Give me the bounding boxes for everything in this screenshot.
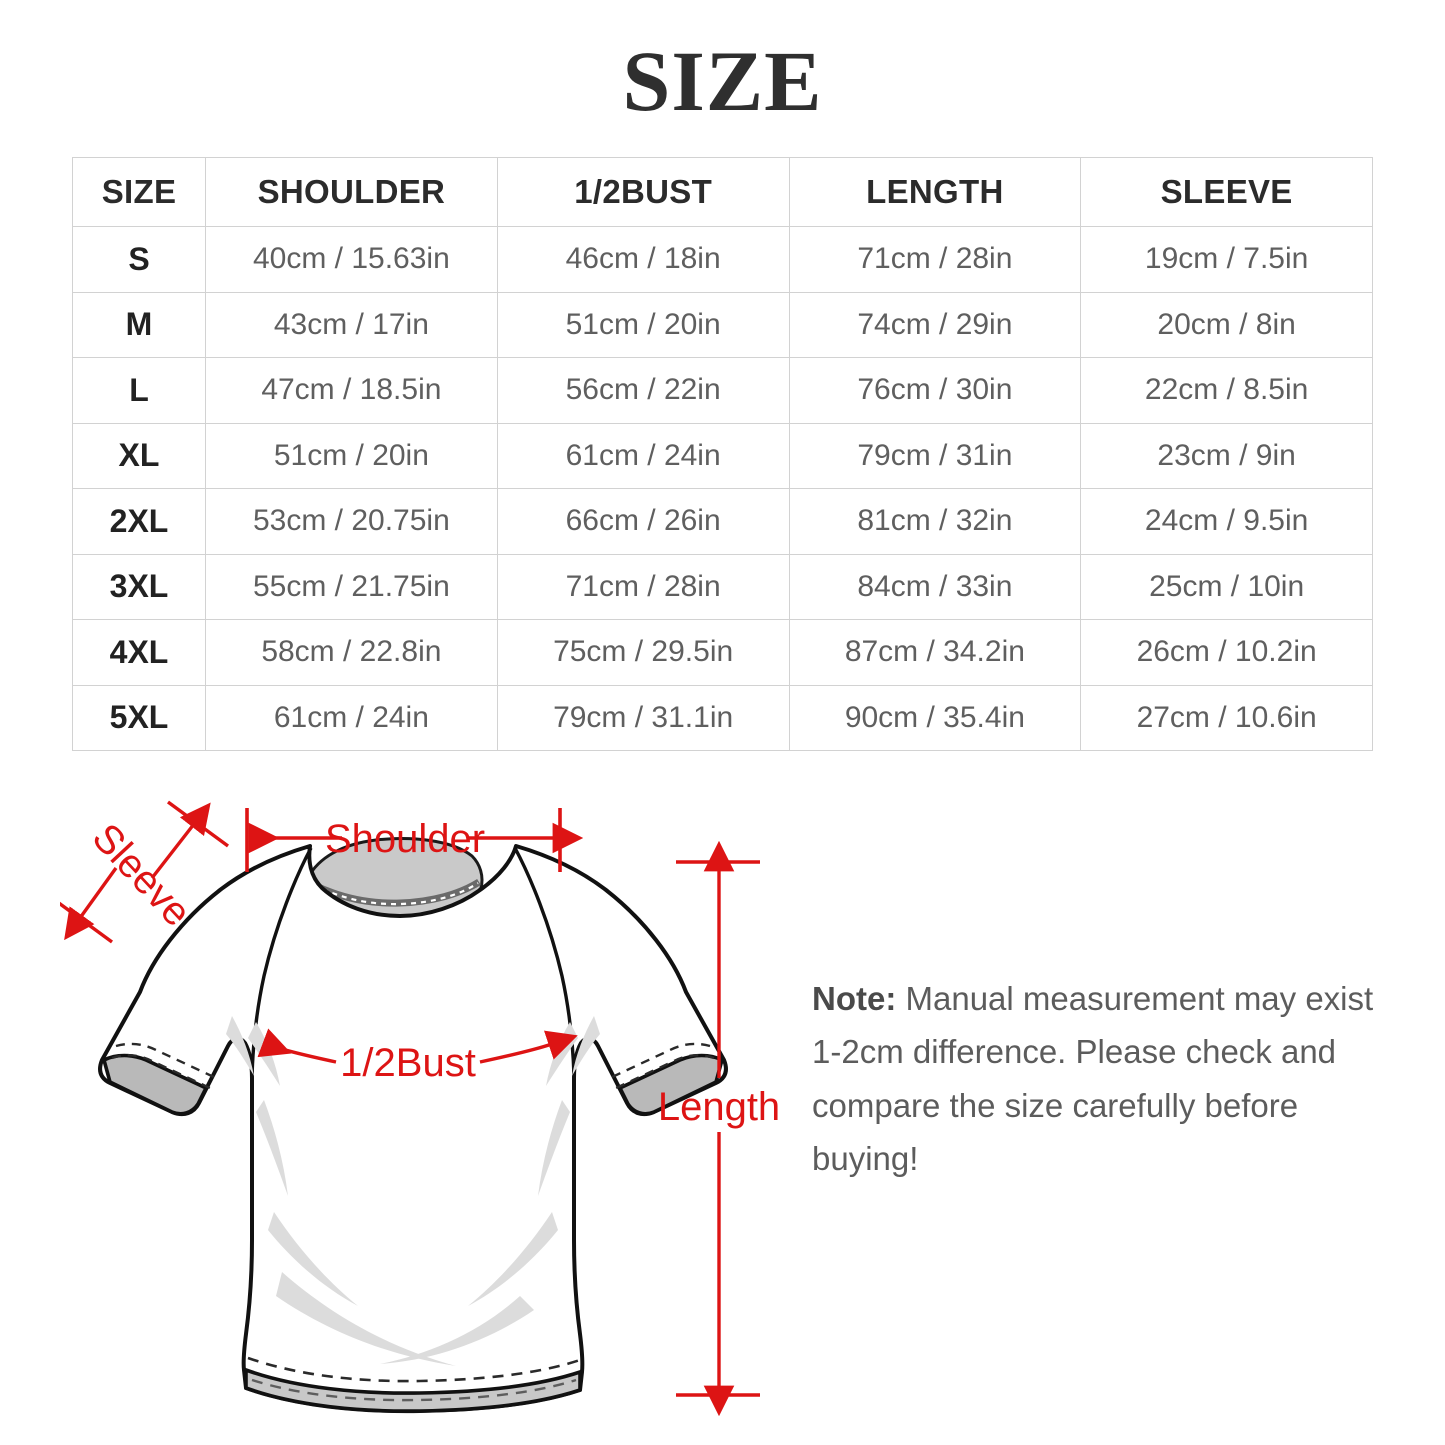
fabric-shading-group [226,1016,600,1366]
sleeve-arrow-up [150,802,211,880]
cell-length: 76cm / 30in [788,357,1082,424]
cell-length: 71cm / 28in [788,226,1082,293]
cell-bust: 79cm / 31.1in [496,684,790,751]
table-row: L 47cm / 18.5in 56cm / 22in 76cm / 30in … [72,357,1373,424]
column-header-size: SIZE [72,157,206,227]
cell-sleeve: 25cm / 10in [1080,553,1373,620]
note-block: Note: Manual measurement may exist 1-2cm… [812,972,1382,1186]
cell-sleeve: 22cm / 8.5in [1080,357,1373,424]
size-chart-table-container: SIZE SHOULDER 1/2BUST LENGTH SLEEVE S 40… [72,157,1373,751]
cell-size: 3XL [72,553,206,620]
cell-length: 84cm / 33in [788,553,1082,620]
cell-bust: 61cm / 24in [496,422,790,489]
right-cuff-stitch-outer [609,1042,711,1080]
cell-sleeve: 23cm / 9in [1080,422,1373,489]
table-header-row: SIZE SHOULDER 1/2BUST LENGTH SLEEVE [72,157,1373,227]
cell-size: 5XL [72,684,206,751]
cell-size: M [72,291,206,358]
sleeve-tick-lower [60,901,114,944]
bust-label: 1/2Bust [340,1041,476,1085]
table-row: 3XL 55cm / 21.75in 71cm / 28in 84cm / 33… [72,553,1373,620]
left-cuff-stitch-outer [115,1042,217,1080]
shoulder-label: Shoulder [325,817,485,861]
cell-size: L [72,357,206,424]
right-cuff-stitch-inner [615,1053,715,1090]
hem-inner-band [244,1367,582,1413]
column-header-shoulder: SHOULDER [205,157,498,227]
cell-shoulder: 53cm / 20.75in [205,488,498,555]
cell-size: 4XL [72,619,206,686]
hem-stitch-upper [247,1356,581,1383]
bust-arrow-right [479,1030,578,1064]
table-row: 2XL 53cm / 20.75in 66cm / 26in 81cm / 32… [72,488,1373,555]
cell-bust: 56cm / 22in [496,357,790,424]
cell-size: S [72,226,206,293]
cell-bust: 51cm / 20in [496,291,790,358]
cell-bust: 71cm / 28in [496,553,790,620]
cell-shoulder: 43cm / 17in [205,291,498,358]
cell-shoulder: 61cm / 24in [205,684,498,751]
column-header-sleeve: SLEEVE [1080,157,1373,227]
tshirt-illustration: Shoulder Sleeve 1/2Bust Length [60,800,780,1417]
size-chart-table: SIZE SHOULDER 1/2BUST LENGTH SLEEVE S 40… [72,157,1373,751]
length-label: Length [658,1085,780,1129]
shirt-body-group [98,837,728,1414]
table-row: M 43cm / 17in 51cm / 20in 74cm / 29in 20… [72,291,1373,358]
cell-sleeve: 19cm / 7.5in [1080,226,1373,293]
cell-sleeve: 24cm / 9.5in [1080,488,1373,555]
cell-shoulder: 40cm / 15.63in [205,226,498,293]
cell-length: 74cm / 29in [788,291,1082,358]
column-header-length: LENGTH [788,157,1082,227]
cell-sleeve: 20cm / 8in [1080,291,1373,358]
page-title: SIZE [622,33,823,129]
cell-length: 90cm / 35.4in [788,684,1082,751]
sleeve-label: Sleeve [84,815,200,934]
left-cuff-stitch-inner [111,1053,211,1090]
cell-length: 87cm / 34.2in [788,619,1082,686]
shirt-outline-path [98,844,728,1414]
measurement-diagram: Shoulder Sleeve 1/2Bust Length [0,760,1445,1445]
table-row: 4XL 58cm / 22.8in 75cm / 29.5in 87cm / 3… [72,619,1373,686]
cell-shoulder: 58cm / 22.8in [205,619,498,686]
cell-size: 2XL [72,488,206,555]
note-text: Manual measurement may exist 1-2cm diffe… [812,980,1374,1178]
cell-sleeve: 27cm / 10.6in [1080,684,1373,751]
sleeve-tick-upper [166,800,230,848]
column-header-bust: 1/2BUST [496,157,790,227]
cell-sleeve: 26cm / 10.2in [1080,619,1373,686]
note-label: Note: [812,980,897,1017]
cell-length: 81cm / 32in [788,488,1082,555]
sleeve-arrow-down [64,867,118,941]
hem-stitch-lower [251,1378,577,1402]
bust-arrow-left [257,1028,337,1064]
table-row: XL 51cm / 20in 61cm / 24in 79cm / 31in 2… [72,422,1373,489]
cell-shoulder: 51cm / 20in [205,422,498,489]
cell-size: XL [72,422,206,489]
cell-shoulder: 47cm / 18.5in [205,357,498,424]
table-row: S 40cm / 15.63in 46cm / 18in 71cm / 28in… [72,226,1373,293]
cell-bust: 66cm / 26in [496,488,790,555]
cell-bust: 75cm / 29.5in [496,619,790,686]
cell-length: 79cm / 31in [788,422,1082,489]
cell-bust: 46cm / 18in [496,226,790,293]
table-row: 5XL 61cm / 24in 79cm / 31.1in 90cm / 35.… [72,684,1373,751]
cell-shoulder: 55cm / 21.75in [205,553,498,620]
